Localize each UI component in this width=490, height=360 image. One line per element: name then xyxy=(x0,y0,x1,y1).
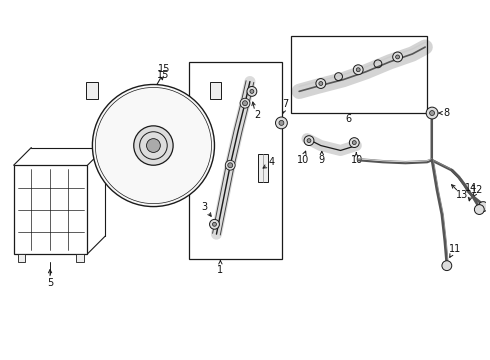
Circle shape xyxy=(134,126,173,165)
Circle shape xyxy=(349,138,359,148)
Circle shape xyxy=(210,219,220,229)
Text: 4: 4 xyxy=(269,157,275,167)
Text: 15: 15 xyxy=(157,69,170,80)
Circle shape xyxy=(353,65,363,75)
Circle shape xyxy=(352,141,356,145)
Bar xyxy=(189,62,282,259)
Text: 14: 14 xyxy=(466,183,478,193)
Circle shape xyxy=(147,139,160,152)
Text: 10: 10 xyxy=(351,155,364,165)
Circle shape xyxy=(316,78,326,89)
Bar xyxy=(75,254,83,262)
Circle shape xyxy=(213,222,217,226)
Text: 6: 6 xyxy=(345,114,351,124)
Text: 5: 5 xyxy=(47,278,53,288)
Circle shape xyxy=(430,111,435,116)
Circle shape xyxy=(225,160,235,170)
Circle shape xyxy=(442,261,452,271)
Text: 8: 8 xyxy=(444,108,450,118)
Circle shape xyxy=(279,121,284,125)
Text: 1: 1 xyxy=(218,265,223,275)
Circle shape xyxy=(304,136,314,145)
Text: 10: 10 xyxy=(297,155,309,165)
Bar xyxy=(14,165,88,254)
Circle shape xyxy=(275,117,287,129)
Circle shape xyxy=(356,68,360,72)
Circle shape xyxy=(474,204,484,215)
Circle shape xyxy=(228,163,233,168)
Circle shape xyxy=(243,101,247,106)
Bar xyxy=(86,82,98,99)
Circle shape xyxy=(307,139,311,143)
Text: 12: 12 xyxy=(471,185,484,195)
Text: 3: 3 xyxy=(201,202,208,212)
Text: 2: 2 xyxy=(255,110,261,120)
Circle shape xyxy=(319,82,323,85)
Bar xyxy=(210,82,221,99)
Text: 13: 13 xyxy=(456,190,468,200)
Text: 9: 9 xyxy=(318,155,325,165)
Circle shape xyxy=(250,89,254,93)
Text: 7: 7 xyxy=(282,99,289,109)
Circle shape xyxy=(392,52,402,62)
Circle shape xyxy=(247,86,257,96)
Bar xyxy=(291,36,427,113)
Circle shape xyxy=(240,98,250,108)
Bar xyxy=(18,254,25,262)
Text: 11: 11 xyxy=(448,244,461,254)
Bar xyxy=(258,154,268,182)
Text: 15: 15 xyxy=(158,64,171,74)
Circle shape xyxy=(478,202,488,212)
Circle shape xyxy=(426,107,438,119)
Circle shape xyxy=(395,55,399,59)
Circle shape xyxy=(93,85,215,207)
